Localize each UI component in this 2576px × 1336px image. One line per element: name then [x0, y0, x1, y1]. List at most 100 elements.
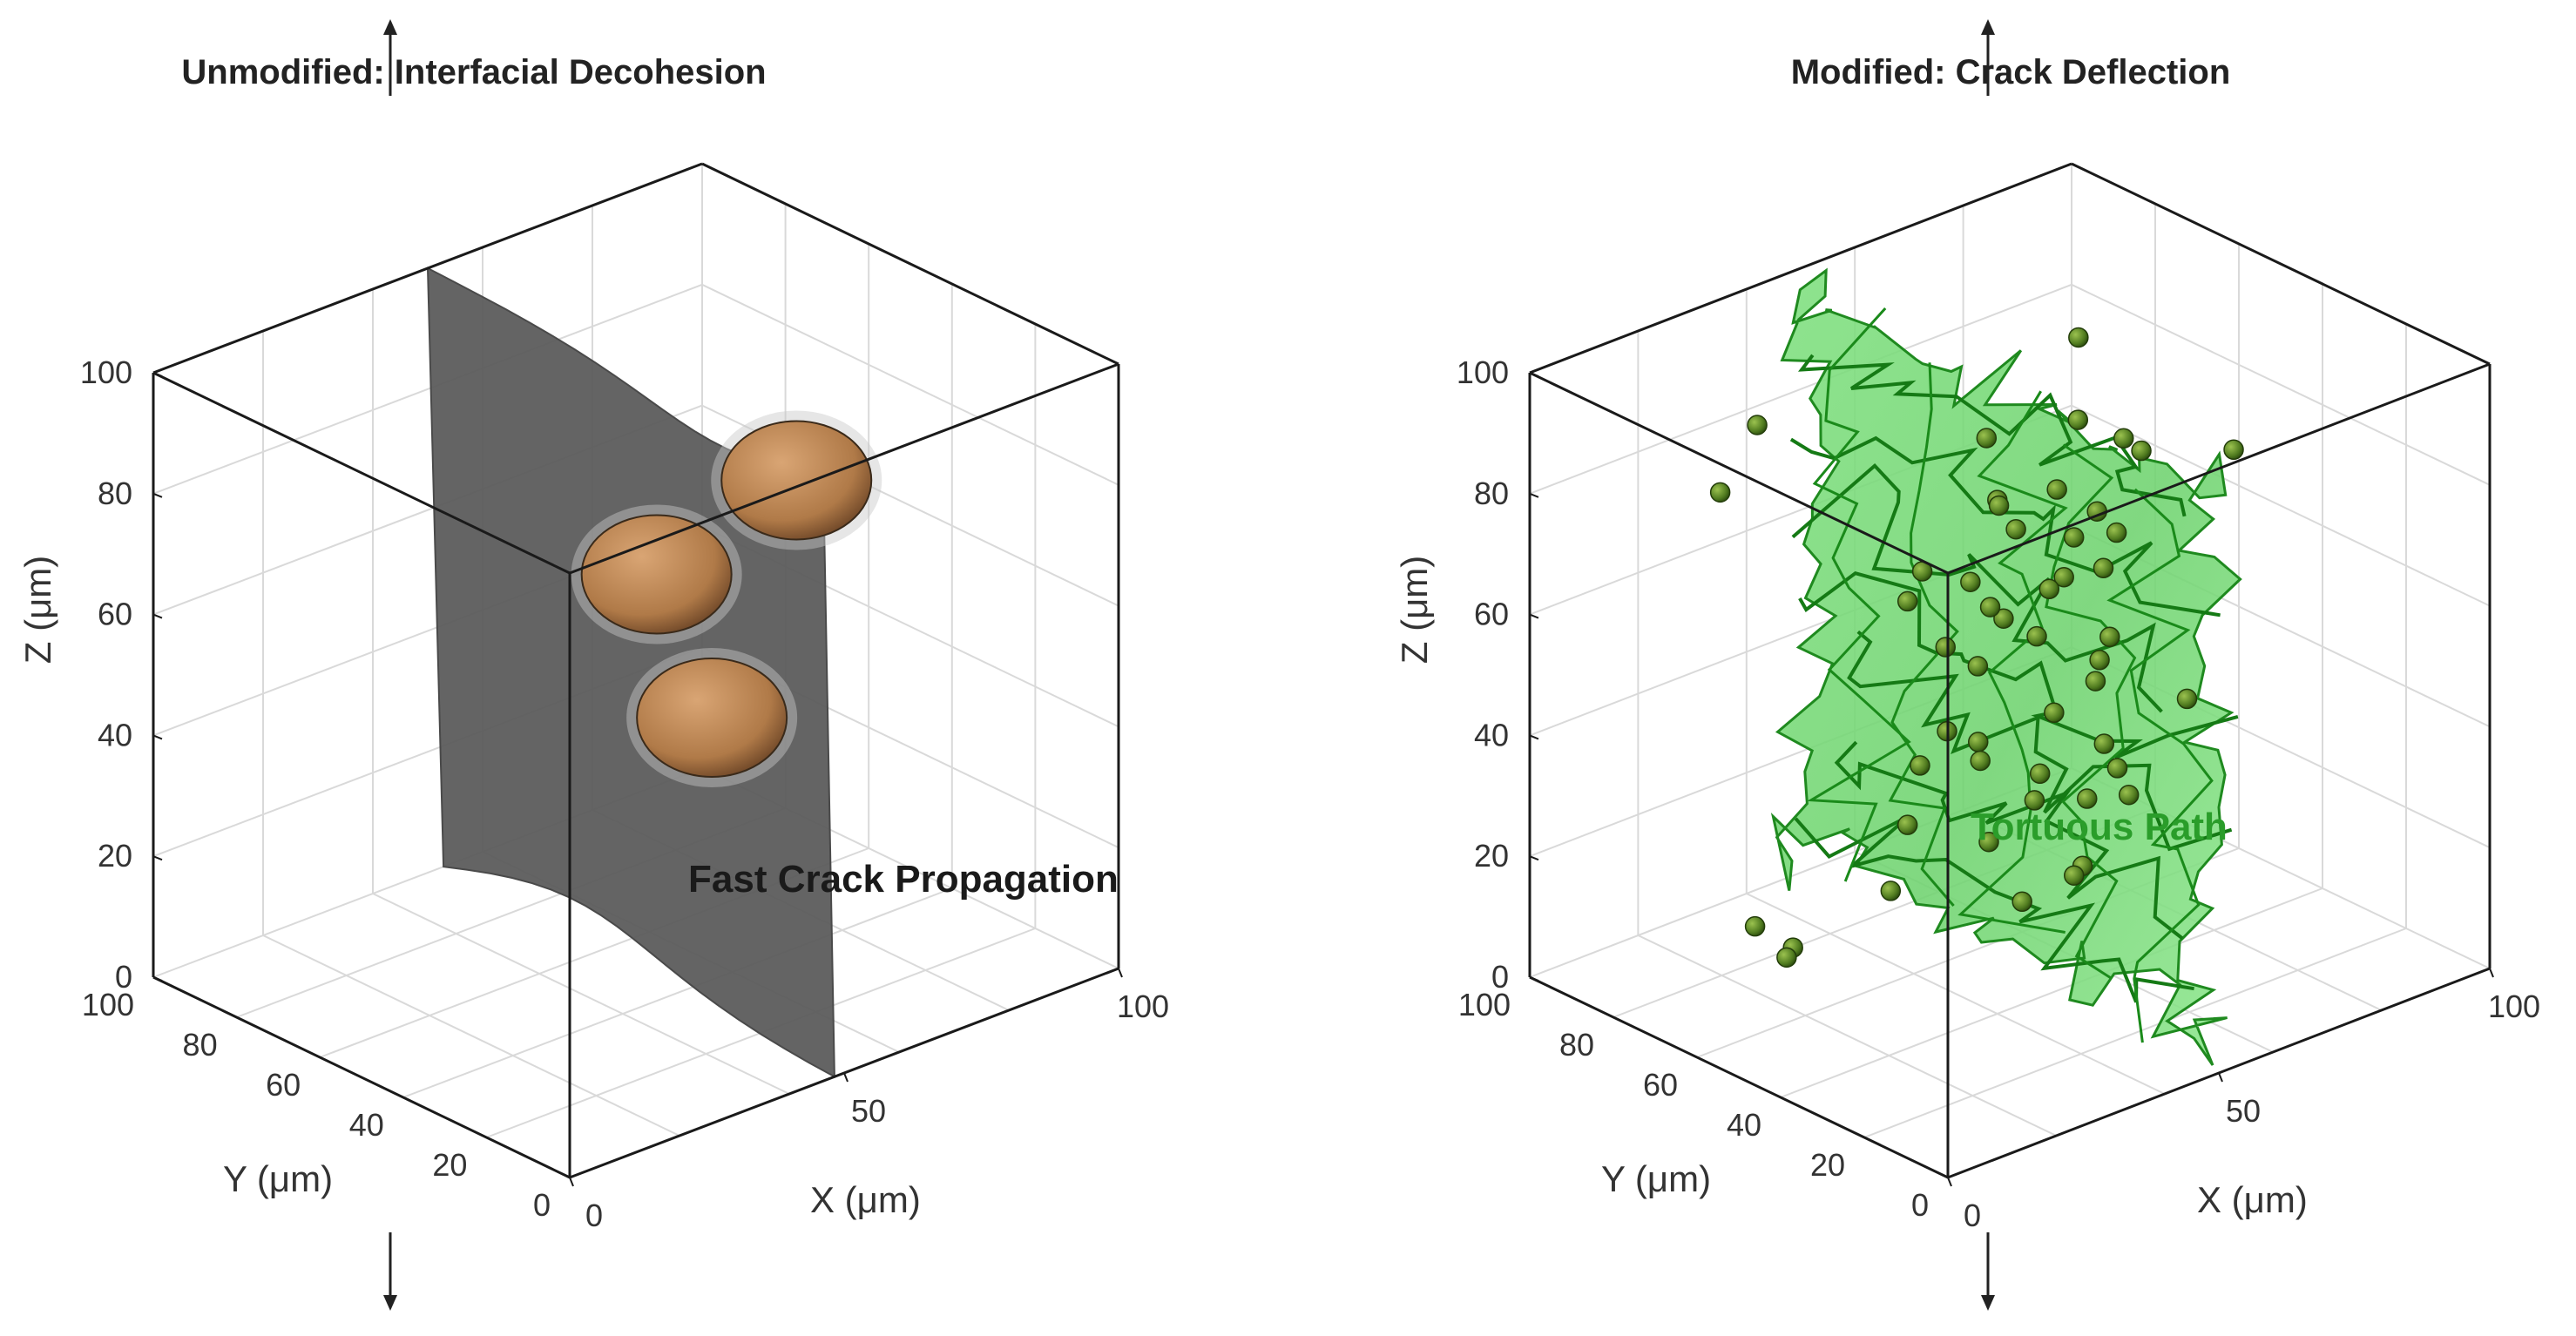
particle — [2131, 440, 2152, 462]
particle — [2053, 566, 2074, 588]
particle — [1993, 608, 2014, 629]
particle — [2089, 650, 2110, 671]
crack-ridge — [1807, 307, 1911, 882]
particle — [2044, 702, 2065, 724]
z-tick-mark — [152, 855, 163, 861]
z-tick-label: 60 — [1474, 597, 1509, 632]
title: Unmodified: Interfacial Decohesion — [181, 53, 766, 91]
gridline — [1529, 283, 2072, 495]
x-tick-label: 50 — [851, 1093, 886, 1129]
particle — [2063, 527, 2085, 548]
particles — [571, 410, 882, 787]
particle — [2024, 790, 2045, 811]
z-tick-label: 80 — [98, 476, 132, 511]
x-tick-mark — [1118, 968, 1123, 978]
particle — [1910, 755, 1930, 776]
particle — [1960, 571, 1981, 592]
annotation: Fast Crack Propagation — [688, 858, 1119, 901]
z-tick-label: 0 — [1491, 959, 1509, 995]
y-tick-label: 20 — [1810, 1147, 1845, 1183]
gridline — [1746, 893, 2166, 1095]
z-tick-mark — [1529, 613, 1539, 619]
particle — [580, 514, 733, 635]
y-tick-label: 60 — [266, 1067, 301, 1103]
particle — [1880, 881, 1902, 901]
gridline — [1637, 935, 2057, 1137]
axis-edge — [1529, 371, 1949, 575]
particle — [1776, 947, 1797, 968]
particle — [2093, 733, 2115, 754]
particle — [2106, 522, 2127, 543]
gridline — [2071, 283, 2491, 486]
panel-unmodified: Unmodified: Interfacial Decohesion 0 50 10… — [17, 19, 1169, 1311]
y-axis-label: Y (μm) — [1601, 1158, 1711, 1199]
particle — [2011, 891, 2032, 913]
z-tick-mark — [1529, 372, 1539, 377]
z-tick-label: 20 — [1474, 838, 1509, 874]
crack-ridge — [1797, 354, 2187, 517]
particle — [1897, 814, 1918, 835]
gridline — [262, 935, 680, 1137]
y-tick-label: 40 — [349, 1107, 384, 1143]
particle — [1709, 482, 1731, 503]
z-tick-mark — [1529, 976, 1539, 982]
axis-edge — [1947, 362, 2491, 575]
particle — [2085, 671, 2106, 692]
z-tick-label: 40 — [98, 717, 132, 752]
z-axis-label: Z (μm) — [1394, 556, 1435, 664]
particle — [2176, 688, 2198, 710]
particle — [2106, 758, 2128, 779]
particle — [1976, 428, 1998, 449]
particle — [2099, 626, 2120, 648]
axis-edge — [152, 975, 571, 1179]
axis-edge — [1529, 975, 1949, 1179]
x-tick-label: 0 — [585, 1198, 603, 1233]
x-tick-label: 50 — [2226, 1093, 2261, 1129]
axis-edge — [569, 362, 1119, 575]
z-tick-mark — [152, 372, 163, 377]
particle — [1988, 495, 2010, 516]
x-tick-mark — [1947, 1177, 1952, 1187]
particle — [1897, 590, 1918, 612]
y-tick-label: 40 — [1727, 1107, 1761, 1143]
particle — [636, 658, 788, 778]
axis-edge — [1529, 162, 2072, 374]
x-tick-label: 100 — [1117, 989, 1169, 1024]
particle — [720, 420, 873, 541]
particle — [1979, 597, 2001, 617]
particle — [2026, 625, 2047, 647]
z-tick-label: 80 — [1474, 476, 1509, 511]
x-tick-label: 0 — [1964, 1198, 1981, 1233]
particle — [2029, 763, 2051, 785]
particle — [2118, 784, 2140, 806]
particle — [1747, 415, 1768, 435]
x-tick-label: 100 — [2488, 989, 2540, 1024]
crack-ridge — [1798, 571, 2239, 759]
y-tick-label: 80 — [1559, 1027, 1594, 1063]
z-tick-mark — [152, 976, 163, 982]
particle — [2064, 865, 2085, 886]
gridline — [152, 283, 703, 495]
axis-edge — [701, 162, 1119, 366]
particle — [1978, 831, 1999, 853]
z-tick-label: 20 — [98, 838, 132, 874]
axes-box — [1528, 162, 2491, 1179]
y-tick-label: 80 — [183, 1027, 218, 1063]
z-tick-mark — [1529, 492, 1539, 498]
x-tick-mark — [2489, 968, 2494, 978]
particle — [1968, 732, 1989, 752]
z-tick-label: 60 — [98, 597, 132, 632]
y-tick-label: 100 — [1458, 987, 1511, 1022]
crack-ridge — [2106, 488, 2214, 1043]
crack-ridge — [1957, 390, 2068, 934]
axes-box — [152, 162, 1120, 1179]
crack-surface — [1770, 267, 2242, 1066]
x-axis-label: X (μm) — [2197, 1179, 2308, 1220]
crack-ridge — [1794, 814, 2194, 1003]
y-tick-label: 0 — [533, 1187, 551, 1223]
axis-edge — [152, 162, 703, 374]
annotation: Tortuous Path — [1971, 806, 2228, 848]
